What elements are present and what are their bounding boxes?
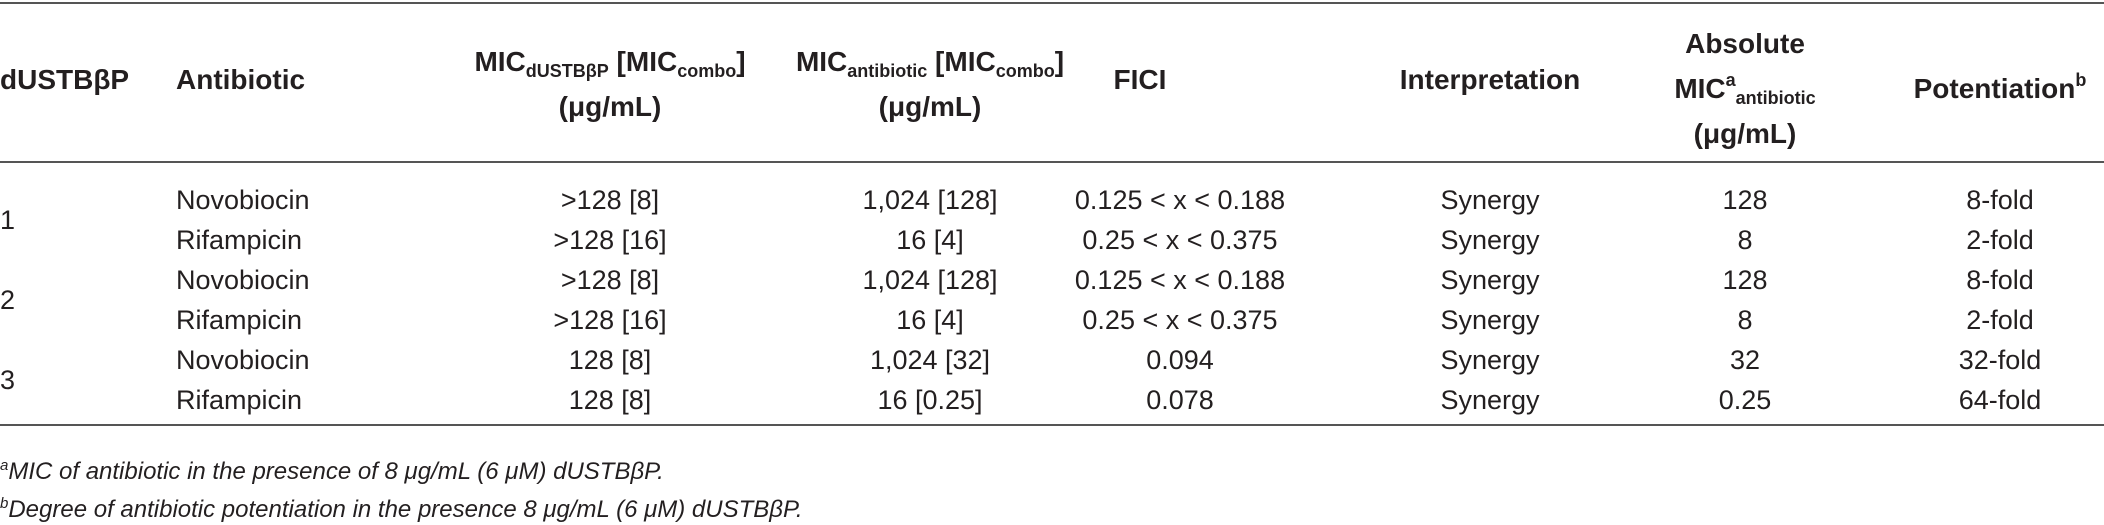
group-label-1: 1: [0, 205, 16, 235]
fici-cell: 0.25 < x < 0.375: [1082, 225, 1278, 255]
mic-dustbbp-cell: >128 [8]: [560, 265, 660, 295]
mic-antibiotic-cell: 1,024 [128]: [862, 185, 998, 215]
potentiation-cell: 2-fold: [1966, 225, 2034, 255]
mic-dustbbp-cell: >128 [8]: [560, 185, 660, 215]
antibiotic-cell: Rifampicin: [176, 385, 303, 415]
fici-cell: 0.125 < x < 0.188: [1074, 265, 1286, 295]
potentiation-cell: 64-fold: [1958, 385, 2042, 415]
antibiotic-cell: Rifampicin: [176, 305, 303, 335]
mic-antibiotic-cell: 16 [0.25]: [877, 385, 983, 415]
header-antibiotic: Antibiotic: [176, 64, 306, 95]
mic-dustbbp-cell: 128 [8]: [568, 345, 652, 375]
bottom-rule: [0, 424, 2104, 426]
absolute-mic-cell: 0.25: [1718, 385, 1772, 415]
potentiation-cell: 2-fold: [1966, 305, 2034, 335]
top-rule: [0, 2, 2104, 4]
antibiotic-cell: Rifampicin: [176, 225, 303, 255]
header-mic-antibiotic: MICantibiotic [MICcombo] (μg/mL): [795, 46, 1065, 122]
fici-cell: 0.125 < x < 0.188: [1074, 185, 1286, 215]
mic-antibiotic-cell: 16 [4]: [896, 305, 964, 335]
mic-dustbbp-cell: >128 [16]: [553, 305, 667, 335]
potentiation-cell: 8-fold: [1966, 185, 2034, 215]
interpretation-cell: Synergy: [1440, 385, 1540, 415]
mic-antibiotic-cell: 1,024 [128]: [862, 265, 998, 295]
group-label-3: 3: [0, 365, 16, 395]
mic-antibiotic-cell: 16 [4]: [896, 225, 964, 255]
header-potentiation: Potentiationb: [1913, 70, 2087, 104]
footnote-b: bDegree of antibiotic potentiation in th…: [0, 495, 803, 523]
absolute-mic-cell: 8: [1737, 225, 1753, 255]
footnote-a: aMIC of antibiotic in the presence of 8 …: [0, 457, 664, 485]
group-label-2: 2: [0, 285, 16, 315]
antibiotic-cell: Novobiocin: [176, 265, 310, 295]
interpretation-cell: Synergy: [1440, 265, 1540, 295]
header-fici: FICI: [1113, 64, 1167, 95]
fici-cell: 0.094: [1146, 345, 1214, 375]
fici-cell: 0.078: [1146, 385, 1214, 415]
fici-cell: 0.25 < x < 0.375: [1082, 305, 1278, 335]
potentiation-cell: 8-fold: [1966, 265, 2034, 295]
potentiation-cell: 32-fold: [1958, 345, 2042, 375]
antibiotic-cell: Novobiocin: [176, 345, 310, 375]
header-mic-dustbbp: MICdUSTBβP [MICcombo] (μg/mL): [474, 46, 746, 122]
header-dustbbp: dUSTBβP: [0, 64, 130, 95]
antibiotic-cell: Novobiocin: [176, 185, 310, 215]
header-rule: [0, 161, 2104, 163]
mic-antibiotic-cell: 1,024 [32]: [869, 345, 991, 375]
header-absolute-mic: Absolute MICaantibiotic (μg/mL): [1674, 28, 1816, 149]
interpretation-cell: Synergy: [1440, 345, 1540, 375]
mic-dustbbp-cell: 128 [8]: [568, 385, 652, 415]
absolute-mic-cell: 8: [1737, 305, 1753, 335]
header-interpretation: Interpretation: [1399, 64, 1581, 95]
mic-dustbbp-cell: >128 [16]: [553, 225, 667, 255]
absolute-mic-cell: 128: [1722, 265, 1768, 295]
absolute-mic-cell: 32: [1729, 345, 1761, 375]
interpretation-cell: Synergy: [1440, 305, 1540, 335]
interpretation-cell: Synergy: [1440, 185, 1540, 215]
absolute-mic-cell: 128: [1722, 185, 1768, 215]
interpretation-cell: Synergy: [1440, 225, 1540, 255]
